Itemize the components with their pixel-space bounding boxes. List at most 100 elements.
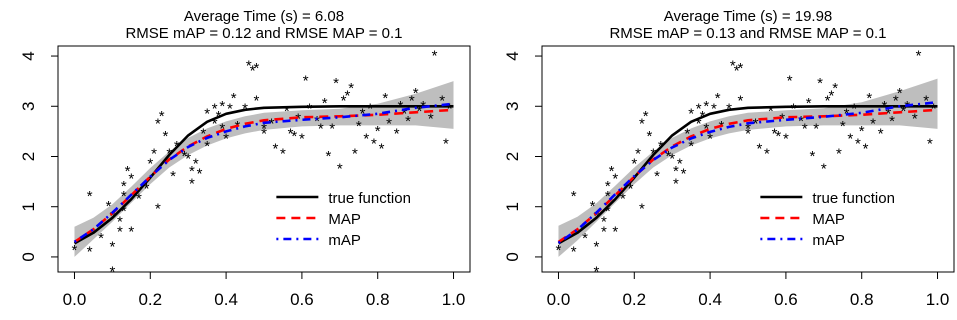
data-point: * (923, 93, 929, 110)
data-point: * (428, 110, 434, 127)
data-point: * (413, 85, 419, 102)
data-point: * (181, 148, 187, 165)
y-tick-label: 2 (503, 152, 522, 161)
x-tick-label: 1.0 (442, 290, 466, 309)
data-point: * (863, 140, 869, 157)
data-point: * (556, 242, 562, 259)
data-point: * (106, 198, 112, 215)
data-point: * (356, 118, 362, 135)
data-point: * (432, 48, 438, 65)
data-point: * (631, 156, 637, 173)
data-point: * (197, 166, 203, 183)
data-point: * (639, 201, 645, 218)
data-point: * (832, 80, 838, 97)
data-point: * (571, 188, 577, 205)
data-point: * (371, 135, 377, 152)
data-point: * (189, 176, 195, 193)
data-point: * (204, 138, 210, 155)
series-line-map (557, 100, 938, 244)
data-point: * (931, 100, 937, 117)
chart-subtitle: RMSE mAP = 0.12 and RMSE MAP = 0.1 (125, 25, 402, 42)
data-point: * (394, 125, 400, 142)
data-point: * (439, 93, 445, 110)
series-line-true-function (73, 105, 454, 245)
plot-frame (541, 45, 955, 273)
data-point: * (734, 63, 740, 80)
data-point: * (847, 130, 853, 147)
data-point: * (360, 105, 366, 122)
data-point: * (121, 178, 127, 195)
data-point: * (677, 156, 683, 173)
x-tick-label: 0.2 (138, 290, 162, 309)
x-tick-label: 0.0 (63, 290, 87, 309)
y-tick-label: 4 (503, 51, 522, 60)
data-point: * (791, 100, 797, 117)
data-point: * (322, 95, 328, 112)
data-point: * (299, 130, 305, 147)
data-point: * (147, 156, 153, 173)
data-point: * (737, 60, 743, 77)
data-point: * (889, 113, 895, 130)
data-point: * (582, 230, 588, 247)
data-point: * (117, 223, 123, 240)
data-point: * (121, 203, 127, 220)
data-point: * (798, 113, 804, 130)
data-point: * (647, 128, 653, 145)
data-point: * (155, 201, 161, 218)
data-point: * (601, 213, 607, 230)
data-point: * (341, 93, 347, 110)
data-point: * (745, 125, 751, 142)
data-point: * (223, 130, 229, 147)
data-point: * (231, 90, 237, 107)
data-point: * (272, 140, 278, 157)
data-point: * (227, 100, 233, 117)
data-point: * (250, 63, 256, 80)
data-point: * (775, 128, 781, 145)
data-point: * (261, 120, 267, 137)
credible-band (74, 81, 454, 257)
data-point: * (246, 58, 252, 75)
series-line-true-function (557, 105, 938, 245)
data-point: * (927, 135, 933, 152)
data-point: * (443, 135, 449, 152)
data-point: * (318, 120, 324, 137)
data-point: * (125, 163, 131, 180)
chart-panel-left: Average Time (s) = 6.08 RMSE mAP = 0.12 … (19, 8, 471, 309)
data-point: * (382, 90, 388, 107)
data-point: * (87, 243, 93, 260)
data-point: * (669, 150, 675, 167)
data-point: * (681, 166, 687, 183)
data-point: * (810, 148, 816, 165)
data-point: * (219, 98, 225, 115)
data-point: * (219, 120, 225, 137)
data-point: * (764, 145, 770, 162)
data-point: * (405, 113, 411, 130)
data-point: * (367, 100, 373, 117)
data-point: * (715, 90, 721, 107)
legend-label: true function (812, 190, 895, 207)
data-point: * (825, 93, 831, 110)
data-point: * (193, 156, 199, 173)
data-point: * (711, 100, 717, 117)
data-point: * (447, 100, 453, 117)
data-point: * (337, 161, 343, 178)
chart-title: Average Time (s) = 19.98 (664, 8, 833, 25)
data-point: * (609, 163, 615, 180)
data-point: * (768, 103, 774, 120)
data-point: * (329, 120, 335, 137)
data-point: * (639, 115, 645, 132)
data-point: * (284, 103, 290, 120)
data-point: * (703, 120, 709, 137)
data-point: * (128, 223, 134, 240)
data-point: * (851, 100, 857, 117)
data-point: * (605, 188, 611, 205)
data-point: * (386, 115, 392, 132)
data-point: * (593, 238, 599, 255)
y-tick-label: 0 (503, 252, 522, 261)
data-point: * (291, 128, 297, 145)
data-point: * (912, 110, 918, 127)
data-point: * (635, 145, 641, 162)
data-point: * (605, 178, 611, 195)
data-point: * (612, 223, 618, 240)
data-point: * (885, 105, 891, 122)
